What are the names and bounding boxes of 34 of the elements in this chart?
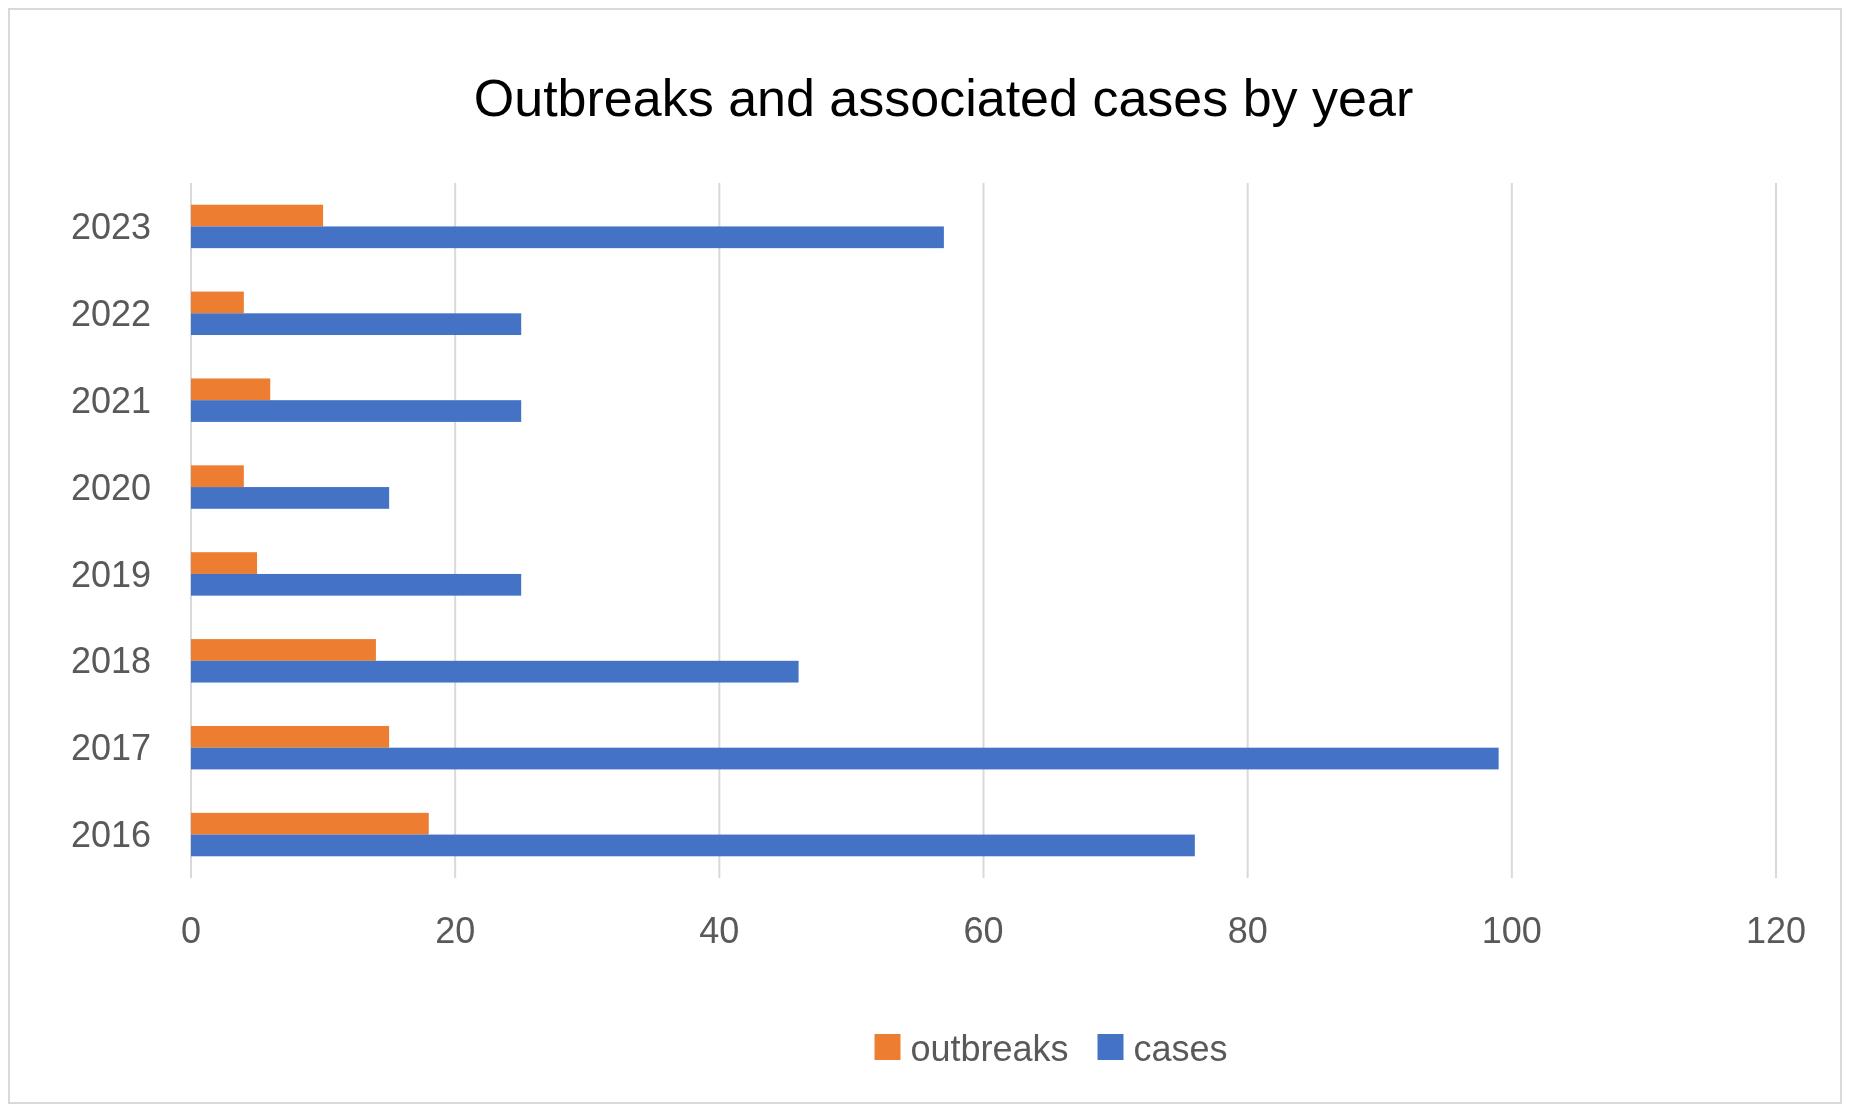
x-tick-label: 80: [1227, 910, 1268, 951]
bar: [191, 812, 429, 835]
bar: [191, 747, 1499, 770]
y-tick-label: 2021: [70, 379, 151, 421]
y-tick-label: 2017: [70, 727, 151, 769]
y-tick-label: 2020: [70, 466, 151, 508]
bar: [191, 487, 390, 509]
x-tick-label: 100: [1481, 910, 1542, 951]
legend-label: outbreaks: [910, 1027, 1069, 1069]
bar: [191, 725, 390, 748]
y-tick-label: 2016: [70, 814, 151, 856]
y-tick-label: 2019: [70, 553, 151, 595]
bar: [191, 291, 244, 314]
bar: [191, 660, 799, 683]
bar: [191, 465, 244, 488]
bar: [191, 226, 944, 249]
bar: [191, 378, 271, 401]
legend-label: cases: [1133, 1027, 1228, 1069]
x-tick-label: 120: [1745, 910, 1807, 951]
y-tick-label: 2018: [70, 640, 151, 682]
bar: [191, 573, 522, 596]
y-tick-label: 2023: [70, 206, 151, 248]
chart-title: Outbreaks and associated cases by year: [473, 69, 1414, 127]
bar: [191, 552, 258, 574]
bar: [191, 204, 324, 227]
x-tick-label: 0: [180, 910, 202, 951]
x-tick-label: 60: [963, 910, 1004, 951]
x-tick-label: 20: [435, 910, 476, 951]
bar: [191, 639, 376, 661]
bar: [191, 834, 1195, 857]
bar: [191, 313, 522, 336]
bar: [191, 400, 522, 422]
y-tick-label: 2022: [70, 292, 151, 334]
x-tick-label: 40: [699, 910, 740, 951]
